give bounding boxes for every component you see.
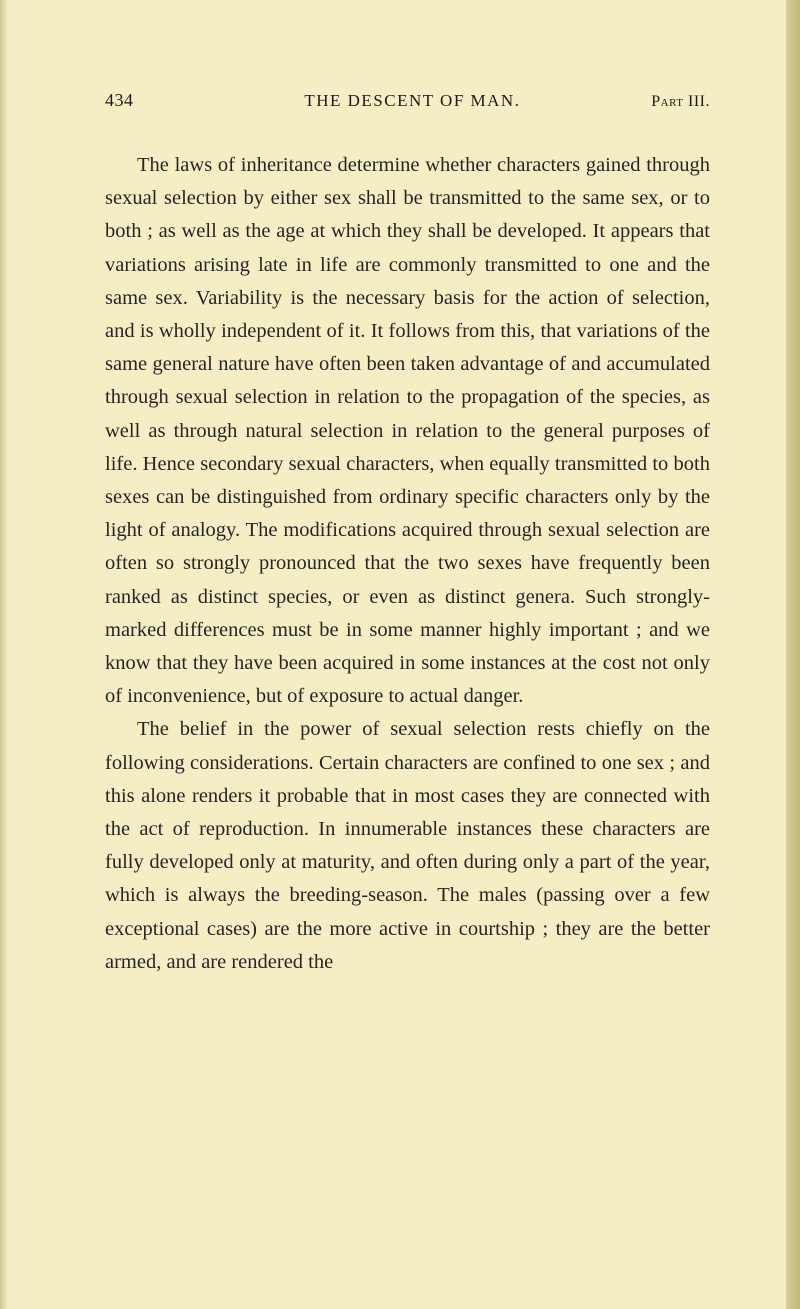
page-header: 434 THE DESCENT OF MAN. Part III. (105, 90, 710, 111)
body-text: The laws of inheritance determine whethe… (105, 149, 710, 979)
page-number: 434 (105, 90, 134, 111)
paragraph-1: The laws of inheritance determine whethe… (105, 149, 710, 713)
page-container: 434 THE DESCENT OF MAN. Part III. The la… (0, 0, 800, 1309)
paragraph-2: The belief in the power of sexual select… (105, 713, 710, 979)
book-title: THE DESCENT OF MAN. (134, 91, 652, 111)
part-label: Part III. (651, 93, 710, 111)
